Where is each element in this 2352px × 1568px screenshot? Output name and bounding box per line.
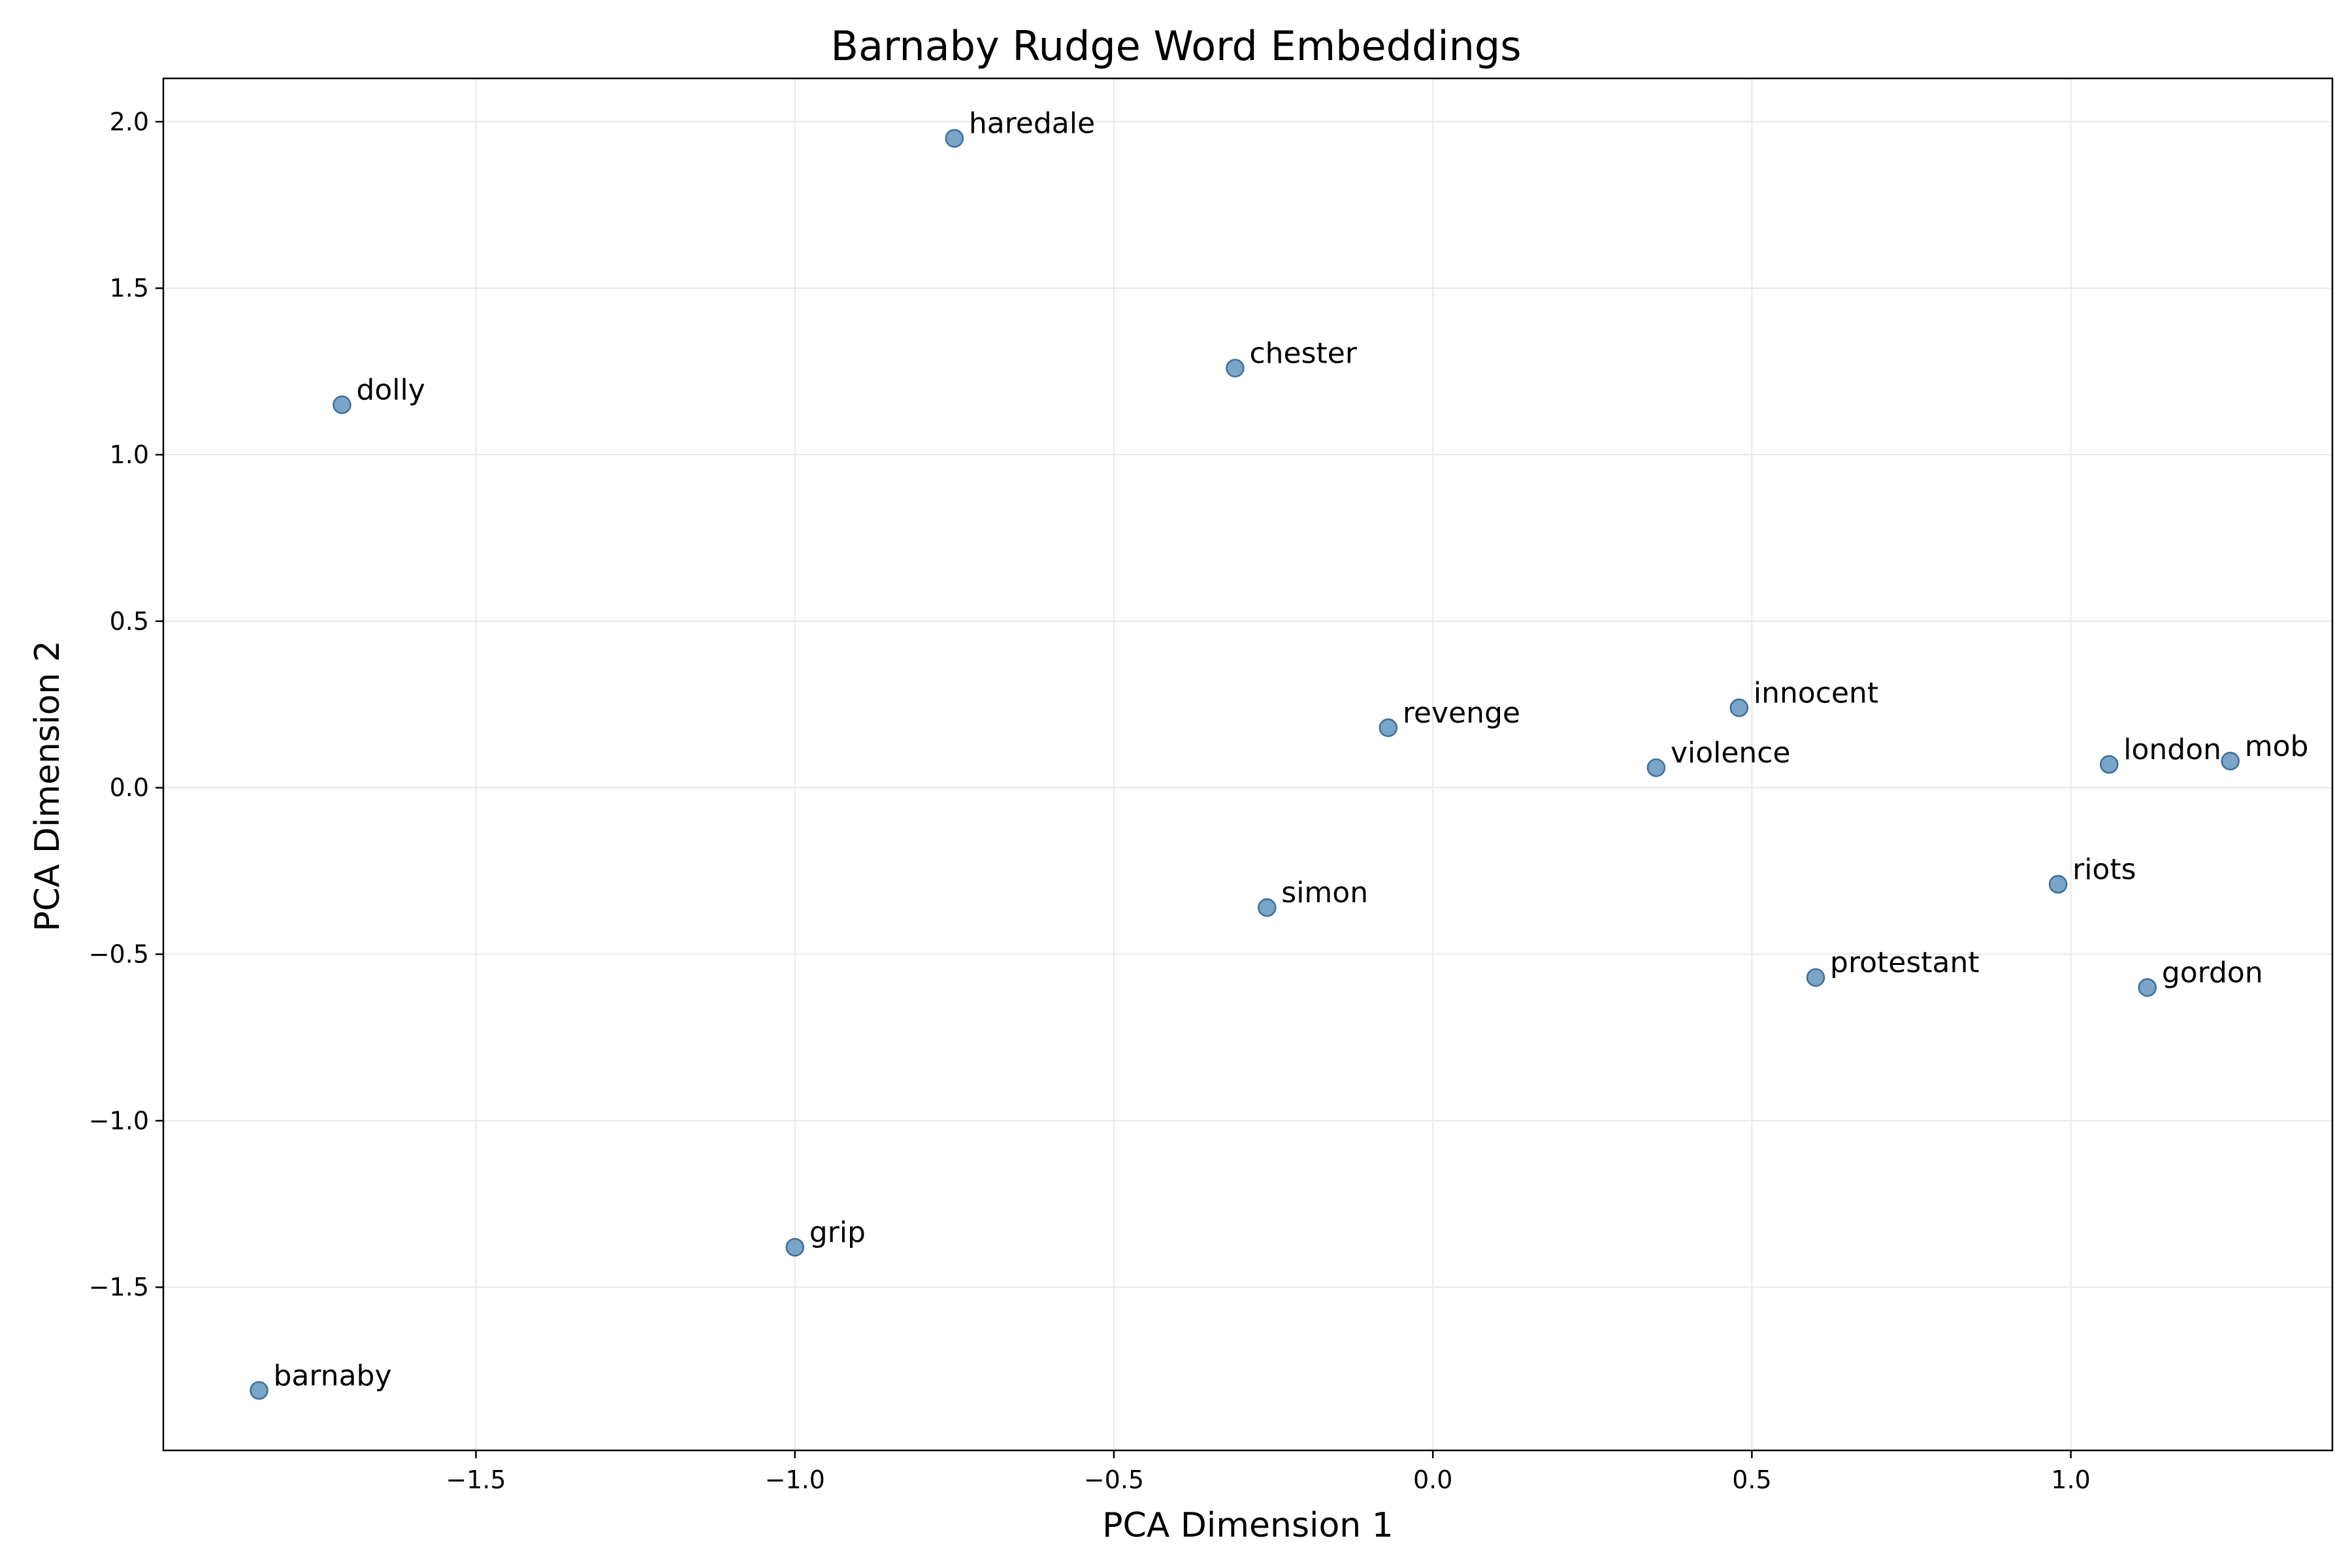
y-axis-label: PCA Dimension 2	[28, 640, 67, 932]
data-point	[333, 395, 351, 414]
data-point-label: violence	[1671, 736, 1791, 770]
data-point-label: simon	[1281, 876, 1368, 909]
y-axis: −1.5 −1.0 −0.5 0.0 0.5 1.0 1.5 2.0	[89, 107, 163, 1301]
data-point	[1646, 758, 1666, 777]
data-point	[1258, 898, 1277, 917]
data-point-label: riots	[2072, 853, 2136, 886]
data-point	[1226, 359, 1245, 378]
data-point	[2048, 875, 2068, 894]
data-point	[1806, 968, 1825, 987]
data-point-label: dolly	[356, 374, 425, 407]
data-points: haredale chester dolly innocent revenge viole…	[250, 107, 2309, 1400]
data-point	[2138, 978, 2157, 997]
y-tick-label: −0.5	[89, 940, 149, 969]
data-point-label: innocent	[1754, 676, 1878, 710]
x-tick-label: 1.0	[2051, 1465, 2090, 1494]
x-tick-label: 0.0	[1413, 1465, 1452, 1494]
x-tick-label: 0.5	[1732, 1465, 1771, 1494]
data-point-label: grip	[809, 1216, 866, 1249]
x-tick-label: −1.5	[446, 1465, 506, 1494]
data-point-label: gordon	[2162, 956, 2263, 990]
data-point	[1729, 698, 1749, 717]
x-tick-label: −0.5	[1084, 1465, 1144, 1494]
data-point	[785, 1237, 804, 1257]
x-axis: −1.5 −1.0 −0.5 0.0 0.5 1.0	[446, 1450, 2091, 1494]
data-point	[2221, 751, 2240, 771]
data-point-label: protestant	[1830, 946, 1980, 979]
y-tick-label: −1.5	[89, 1273, 149, 1301]
x-axis-label: PCA Dimension 1	[1102, 1506, 1394, 1545]
data-point	[250, 1381, 269, 1400]
y-tick-label: 2.0	[110, 107, 149, 136]
data-point-label: revenge	[1403, 696, 1520, 730]
x-tick-label: −1.0	[765, 1465, 825, 1494]
plot-frame	[162, 77, 2334, 1452]
y-tick-label: 1.5	[110, 274, 149, 302]
data-point-label: barnaby	[273, 1359, 391, 1392]
chart-title: Barnaby Rudge Word Embeddings	[830, 22, 1521, 70]
data-point	[945, 129, 964, 148]
grid-lines	[163, 78, 2332, 1450]
data-point	[2099, 755, 2119, 774]
data-point-label: mob	[2245, 730, 2309, 763]
data-point-label: chester	[1249, 336, 1357, 370]
data-point	[1379, 718, 1398, 738]
y-tick-label: 0.0	[110, 774, 149, 802]
y-tick-label: 1.0	[110, 440, 149, 469]
y-tick-label: −1.0	[89, 1106, 149, 1135]
data-point-label: london	[2123, 733, 2221, 766]
data-point-label: haredale	[969, 107, 1095, 140]
y-tick-label: 0.5	[110, 607, 149, 636]
